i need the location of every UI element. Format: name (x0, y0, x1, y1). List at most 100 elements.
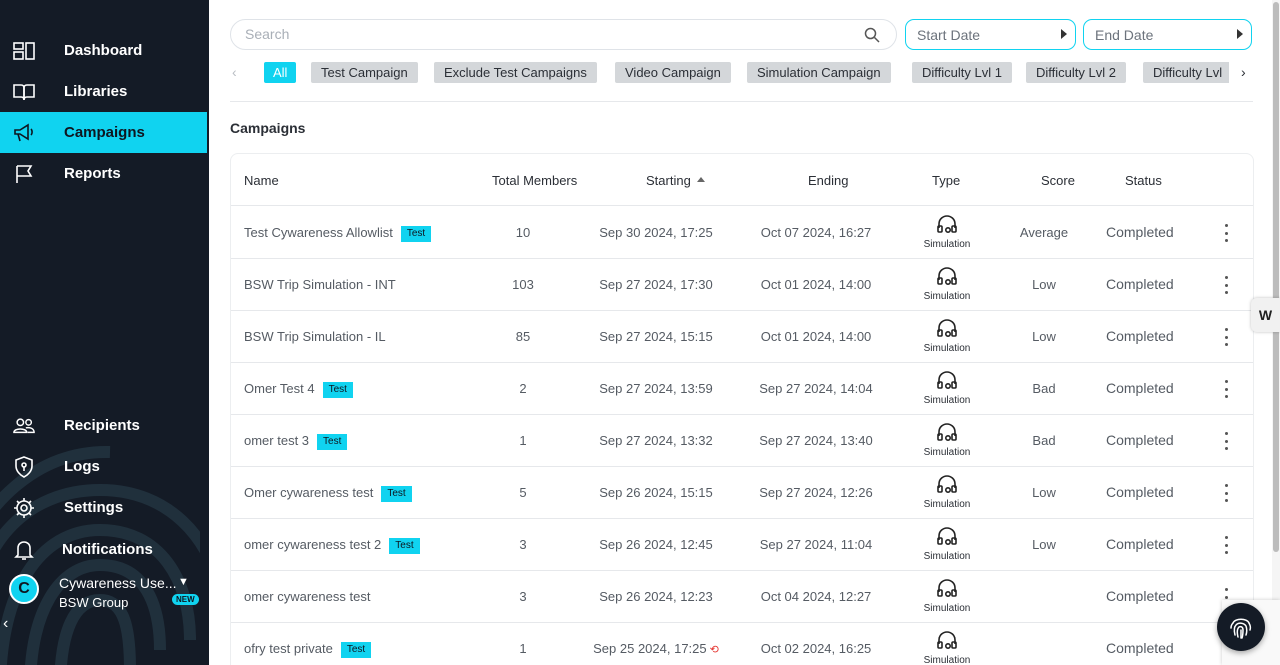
col-ending[interactable]: Ending (808, 173, 849, 188)
sidebar-item-logs[interactable]: Logs (0, 446, 207, 487)
total-members: 1 (519, 433, 527, 448)
filter-chips: ‹ All Test Campaign Exclude Test Campaig… (209, 62, 1280, 84)
campaign-name[interactable]: omer cywareness test 2 Test (244, 537, 420, 554)
table-header: Name Total Members Starting Ending Type … (231, 154, 1253, 206)
table-row[interactable]: Omer Test 4 Test 2 Sep 27 2024, 13:59 Sep 27… (231, 363, 1253, 415)
more-options-icon[interactable] (1221, 484, 1231, 502)
filter-chip-difficulty-1[interactable]: Difficulty Lvl 1 (912, 62, 1012, 83)
table-row[interactable]: omer test 3 Test 1 Sep 27 2024, 13:32 Sep 27… (231, 415, 1253, 467)
type-label: Simulation (923, 343, 971, 354)
ending-date: Sep 27 2024, 11:04 (759, 537, 873, 552)
search-input[interactable] (245, 26, 845, 42)
user-group: BSW Group (59, 595, 129, 610)
user-menu[interactable]: C Cywareness Use... ▼ BSW Group NEW (0, 570, 209, 614)
more-options-icon[interactable] (1221, 328, 1231, 346)
filter-chip-video[interactable]: Video Campaign (615, 62, 731, 83)
chip-list: All Test Campaign Exclude Test Campaigns… (263, 62, 1229, 84)
filter-chip-difficulty-2[interactable]: Difficulty Lvl 2 (1026, 62, 1126, 83)
type-label: Simulation (923, 239, 971, 250)
status-badge: Completed (1106, 328, 1174, 344)
page-scrollbar[interactable] (1272, 0, 1280, 665)
sidebar-item-reports[interactable]: Reports (0, 153, 207, 194)
chevron-left-icon[interactable]: ‹ (3, 615, 9, 632)
start-date-input[interactable] (917, 27, 1047, 43)
col-score[interactable]: Score (1041, 173, 1075, 188)
filter-chip-simulation[interactable]: Simulation Campaign (747, 62, 891, 83)
campaign-name[interactable]: omer test 3 Test (244, 433, 348, 450)
sidebar-item-notifications[interactable]: Notifications (0, 529, 207, 570)
campaign-name[interactable]: ofry test private Test (244, 641, 372, 658)
filter-chip-all[interactable]: All (264, 62, 297, 83)
ending-date: Sep 27 2024, 14:04 (759, 381, 873, 396)
sidebar-item-libraries[interactable]: Libraries (0, 71, 207, 112)
status-badge: Completed (1106, 276, 1174, 292)
filter-chip-exclude-test[interactable]: Exclude Test Campaigns (434, 62, 597, 83)
more-options-icon[interactable] (1221, 432, 1231, 450)
sidebar-item-label: Notifications (62, 541, 153, 558)
total-members: 3 (519, 537, 527, 552)
ending-date: Oct 02 2024, 16:25 (760, 641, 872, 656)
chevron-right-icon[interactable]: › (1241, 64, 1246, 80)
col-members[interactable]: Total Members (492, 173, 578, 188)
ending-date: Oct 04 2024, 12:27 (760, 589, 872, 604)
page-title: Campaigns (230, 120, 306, 136)
sidebar-item-recipients[interactable]: Recipients (0, 405, 207, 446)
table-row[interactable]: omer cywareness test 3 Sep 26 2024, 12:23 O… (231, 571, 1253, 623)
total-members: 85 (515, 329, 531, 344)
w-widget-button[interactable]: W (1251, 298, 1280, 332)
filter-chip-test-campaign[interactable]: Test Campaign (311, 62, 418, 83)
more-options-icon[interactable] (1221, 276, 1231, 294)
gear-icon (13, 497, 35, 519)
history-icon[interactable]: ⟲ (709, 644, 719, 656)
score: Average (1019, 225, 1069, 240)
col-starting[interactable]: Starting (646, 173, 705, 188)
campaign-name[interactable]: BSW Trip Simulation - IL (244, 329, 386, 344)
col-type[interactable]: Type (932, 173, 961, 188)
scrollbar-thumb[interactable] (1273, 2, 1279, 552)
type-label: Simulation (923, 603, 971, 614)
divider (230, 101, 1253, 102)
table-row[interactable]: Test Cywareness Allowlist Test 10 Sep 30 20… (231, 207, 1253, 259)
col-name[interactable]: Name (244, 173, 279, 188)
campaign-name[interactable]: Test Cywareness Allowlist Test (244, 225, 432, 242)
total-members: 3 (519, 589, 527, 604)
type-label: Simulation (923, 291, 971, 302)
caret-right-icon[interactable] (1237, 29, 1243, 39)
filter-chip-difficulty-3[interactable]: Difficulty Lvl (1143, 62, 1229, 83)
users-icon (13, 415, 35, 437)
sidebar-item-dashboard[interactable]: Dashboard (0, 30, 207, 71)
more-options-icon[interactable] (1221, 224, 1231, 242)
status-badge: Completed (1106, 432, 1174, 448)
sidebar-item-campaigns[interactable]: Campaigns (0, 112, 207, 153)
table-row[interactable]: ofry test private Test 1 Sep 25 2024, 17:25… (231, 623, 1253, 665)
search-icon[interactable] (864, 27, 880, 48)
chevron-left-icon[interactable]: ‹ (232, 64, 237, 80)
campaign-name[interactable]: BSW Trip Simulation - INT (244, 277, 396, 292)
chevron-down-icon[interactable]: ▼ (178, 576, 189, 588)
table-row[interactable]: omer cywareness test 2 Test 3 Sep 26 2024, … (231, 519, 1253, 571)
campaign-name[interactable]: omer cywareness test (244, 589, 370, 604)
table-row[interactable]: Omer cywareness test Test 5 Sep 26 2024, 15… (231, 467, 1253, 519)
score: Bad (1032, 433, 1056, 448)
more-options-icon[interactable] (1221, 536, 1231, 554)
table-row[interactable]: BSW Trip Simulation - INT 103 Sep 27 2024,… (231, 259, 1253, 311)
campaign-name[interactable]: Omer cywareness test Test (244, 485, 412, 502)
more-options-icon[interactable] (1221, 380, 1231, 398)
total-members: 2 (519, 381, 527, 396)
fingerprint-button[interactable] (1217, 603, 1265, 651)
end-date-input[interactable] (1095, 27, 1225, 43)
sidebar-item-label: Recipients (64, 417, 140, 434)
type-label: Simulation (923, 655, 971, 665)
score: Low (1032, 537, 1056, 552)
total-members: 10 (515, 225, 531, 240)
campaign-name[interactable]: Omer Test 4 Test (244, 381, 353, 398)
col-status[interactable]: Status (1125, 173, 1162, 188)
type-cell: Simulation (907, 475, 987, 510)
bell-icon (13, 539, 35, 561)
table-row[interactable]: BSW Trip Simulation - IL 85 Sep 27 2024, 1… (231, 311, 1253, 363)
book-icon (13, 81, 35, 103)
test-tag: Test (389, 538, 420, 554)
sidebar-item-settings[interactable]: Settings (0, 487, 207, 528)
caret-right-icon[interactable] (1061, 29, 1067, 39)
campaign-name-text: omer test 3 (244, 433, 310, 448)
